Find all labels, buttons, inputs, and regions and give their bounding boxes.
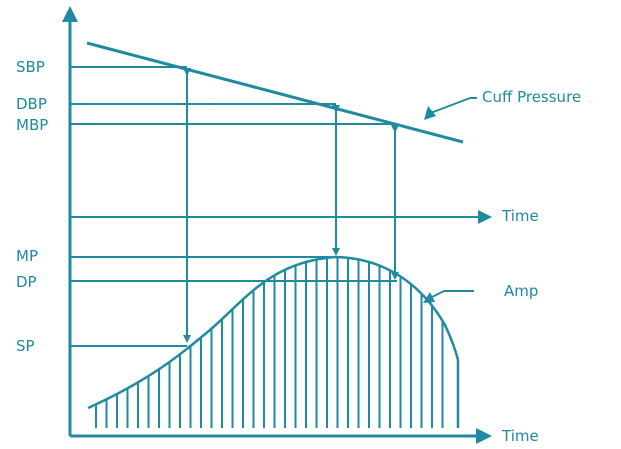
dp-label: DP [16,273,37,291]
amplitude-envelope [87,255,460,428]
cuff-pressure-label: Cuff Pressure [482,88,582,106]
cuff-pressure-leader [427,97,471,115]
upper-time-label: Time [502,207,539,225]
lower-time-label: Time [502,427,539,445]
sbp-label: SBP [16,58,45,76]
sp-label: SP [16,337,35,355]
lower-time-axis-arrowhead [476,428,492,444]
amp-label: Amp [504,282,539,300]
cuff-pressure-leader-arrowhead [424,106,436,120]
upper-time-axis-arrowhead [478,210,492,224]
mbp-label: MBP [16,116,49,134]
cuff-pressure-line [86,41,464,144]
mp-label: MP [16,247,38,265]
y-axis-arrowhead [62,6,78,22]
amplitude-hatching [95,257,444,428]
dbp-label: DBP [16,95,47,113]
amp-leader-arrowhead [423,292,435,303]
